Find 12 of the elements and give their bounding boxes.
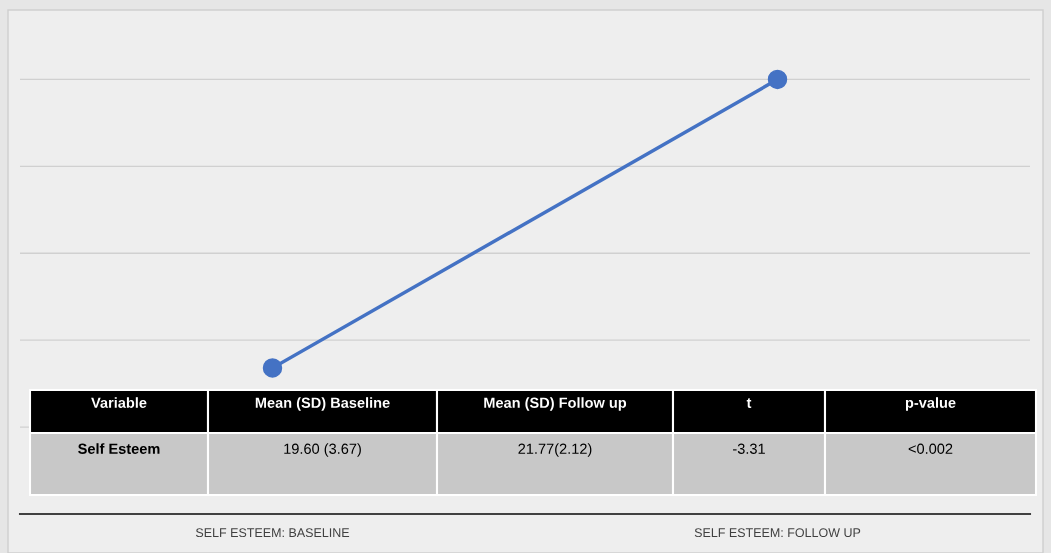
annotation: 19.60 (3.67)	[284, 443, 361, 457]
x-tick-label: SELF ESTEEM: FOLLOW UP	[694, 528, 861, 538]
annotation: 21.77(2.12)	[518, 443, 592, 457]
annotation: Self Esteem	[78, 443, 160, 454]
annotation: Mean (SD) Baseline	[255, 397, 390, 411]
annotation: Variable	[91, 397, 147, 408]
annotation: Mean (SD) Follow up	[484, 397, 627, 411]
annotation: p-value	[905, 397, 956, 411]
annotation: -3.31	[733, 443, 765, 454]
x-tick-label: SELF ESTEEM: BASELINE	[195, 528, 350, 538]
annotation: t	[746, 398, 752, 408]
annotation: <0.002	[908, 443, 953, 454]
